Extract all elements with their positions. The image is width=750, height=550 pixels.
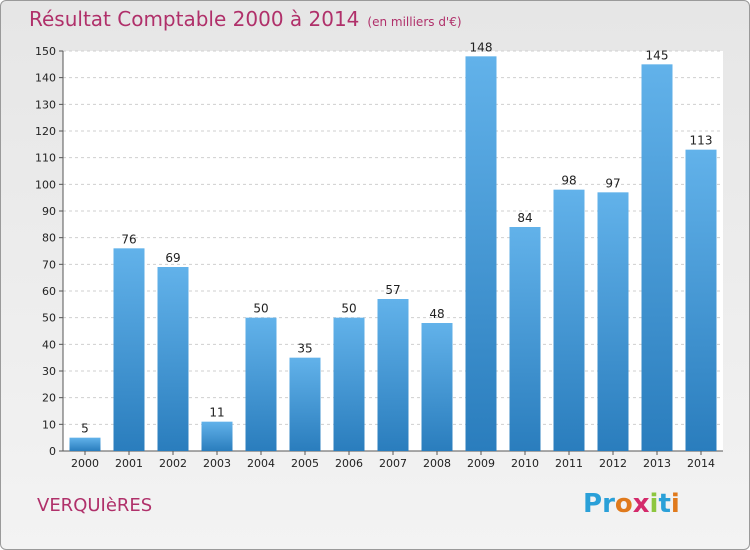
bar [113, 248, 145, 451]
y-tick-label: 80 [42, 232, 56, 245]
bar [465, 56, 497, 451]
bar-value-label: 145 [646, 48, 669, 62]
bar-value-label: 98 [561, 174, 576, 188]
bar [421, 323, 453, 451]
y-tick-label: 0 [49, 445, 56, 458]
x-tick-label: 2011 [555, 457, 583, 470]
logo-letter: o [614, 489, 633, 519]
bar-value-label: 50 [341, 302, 356, 316]
y-tick-label: 70 [42, 258, 56, 271]
x-tick-label: 2007 [379, 457, 407, 470]
y-tick-label: 60 [42, 285, 56, 298]
y-tick-label: 10 [42, 418, 56, 431]
x-tick-label: 2001 [115, 457, 143, 470]
x-tick-label: 2014 [687, 457, 715, 470]
logo-letter: i [649, 489, 659, 519]
x-tick-label: 2013 [643, 457, 671, 470]
logo-letter: r [602, 489, 615, 519]
bar-value-label: 35 [297, 342, 312, 356]
y-tick-label: 90 [42, 205, 56, 218]
y-tick-label: 120 [35, 125, 56, 138]
x-tick-label: 2006 [335, 457, 363, 470]
y-tick-label: 130 [35, 98, 56, 111]
bar [509, 227, 541, 451]
x-tick-label: 2009 [467, 457, 495, 470]
bar [641, 64, 673, 452]
commune-name: VERQUIèRES [37, 495, 153, 516]
bar-value-label: 97 [605, 176, 620, 190]
bar-value-label: 5 [81, 422, 89, 436]
bar [157, 267, 189, 451]
chart-title: Résultat Comptable 2000 à 2014 (en millie… [29, 7, 462, 31]
y-tick-label: 140 [35, 72, 56, 85]
y-tick-label: 100 [35, 178, 56, 191]
x-tick-label: 2012 [599, 457, 627, 470]
y-tick-label: 40 [42, 338, 56, 351]
bar [685, 149, 717, 451]
bar [69, 437, 101, 451]
y-tick-label: 110 [35, 152, 56, 165]
x-tick-label: 2005 [291, 457, 319, 470]
bar [597, 192, 629, 452]
bar-value-label: 113 [690, 134, 713, 148]
y-tick-label: 20 [42, 392, 56, 405]
y-tick-label: 150 [35, 45, 56, 58]
bar-value-label: 50 [253, 302, 268, 316]
bar-value-label: 76 [121, 232, 136, 246]
x-tick-label: 2010 [511, 457, 539, 470]
logo-letter: t [658, 489, 671, 519]
bar-value-label: 148 [470, 40, 493, 54]
bar [377, 299, 409, 451]
x-tick-label: 2002 [159, 457, 187, 470]
bar [333, 317, 365, 451]
bar [201, 421, 233, 451]
logo-letter: P [583, 489, 603, 519]
bar [553, 189, 585, 451]
x-tick-label: 2003 [203, 457, 231, 470]
y-tick-label: 50 [42, 312, 56, 325]
bar-value-label: 69 [165, 251, 180, 265]
bar [289, 357, 321, 451]
y-tick-label: 30 [42, 365, 56, 378]
bar-value-label: 11 [209, 406, 224, 420]
x-tick-label: 2008 [423, 457, 451, 470]
x-tick-label: 2004 [247, 457, 275, 470]
x-tick-label: 2000 [71, 457, 99, 470]
proxiti-logo: Proxiti [583, 489, 680, 519]
bar-value-label: 48 [429, 307, 444, 321]
logo-letter: i [670, 489, 680, 519]
bar-value-label: 84 [517, 211, 532, 225]
title-unit: (en milliers d'€) [367, 15, 462, 29]
bar [245, 317, 277, 451]
logo-letter: x [632, 489, 650, 519]
title-text: Résultat Comptable 2000 à 2014 [29, 7, 360, 31]
bar-value-label: 57 [385, 283, 400, 297]
